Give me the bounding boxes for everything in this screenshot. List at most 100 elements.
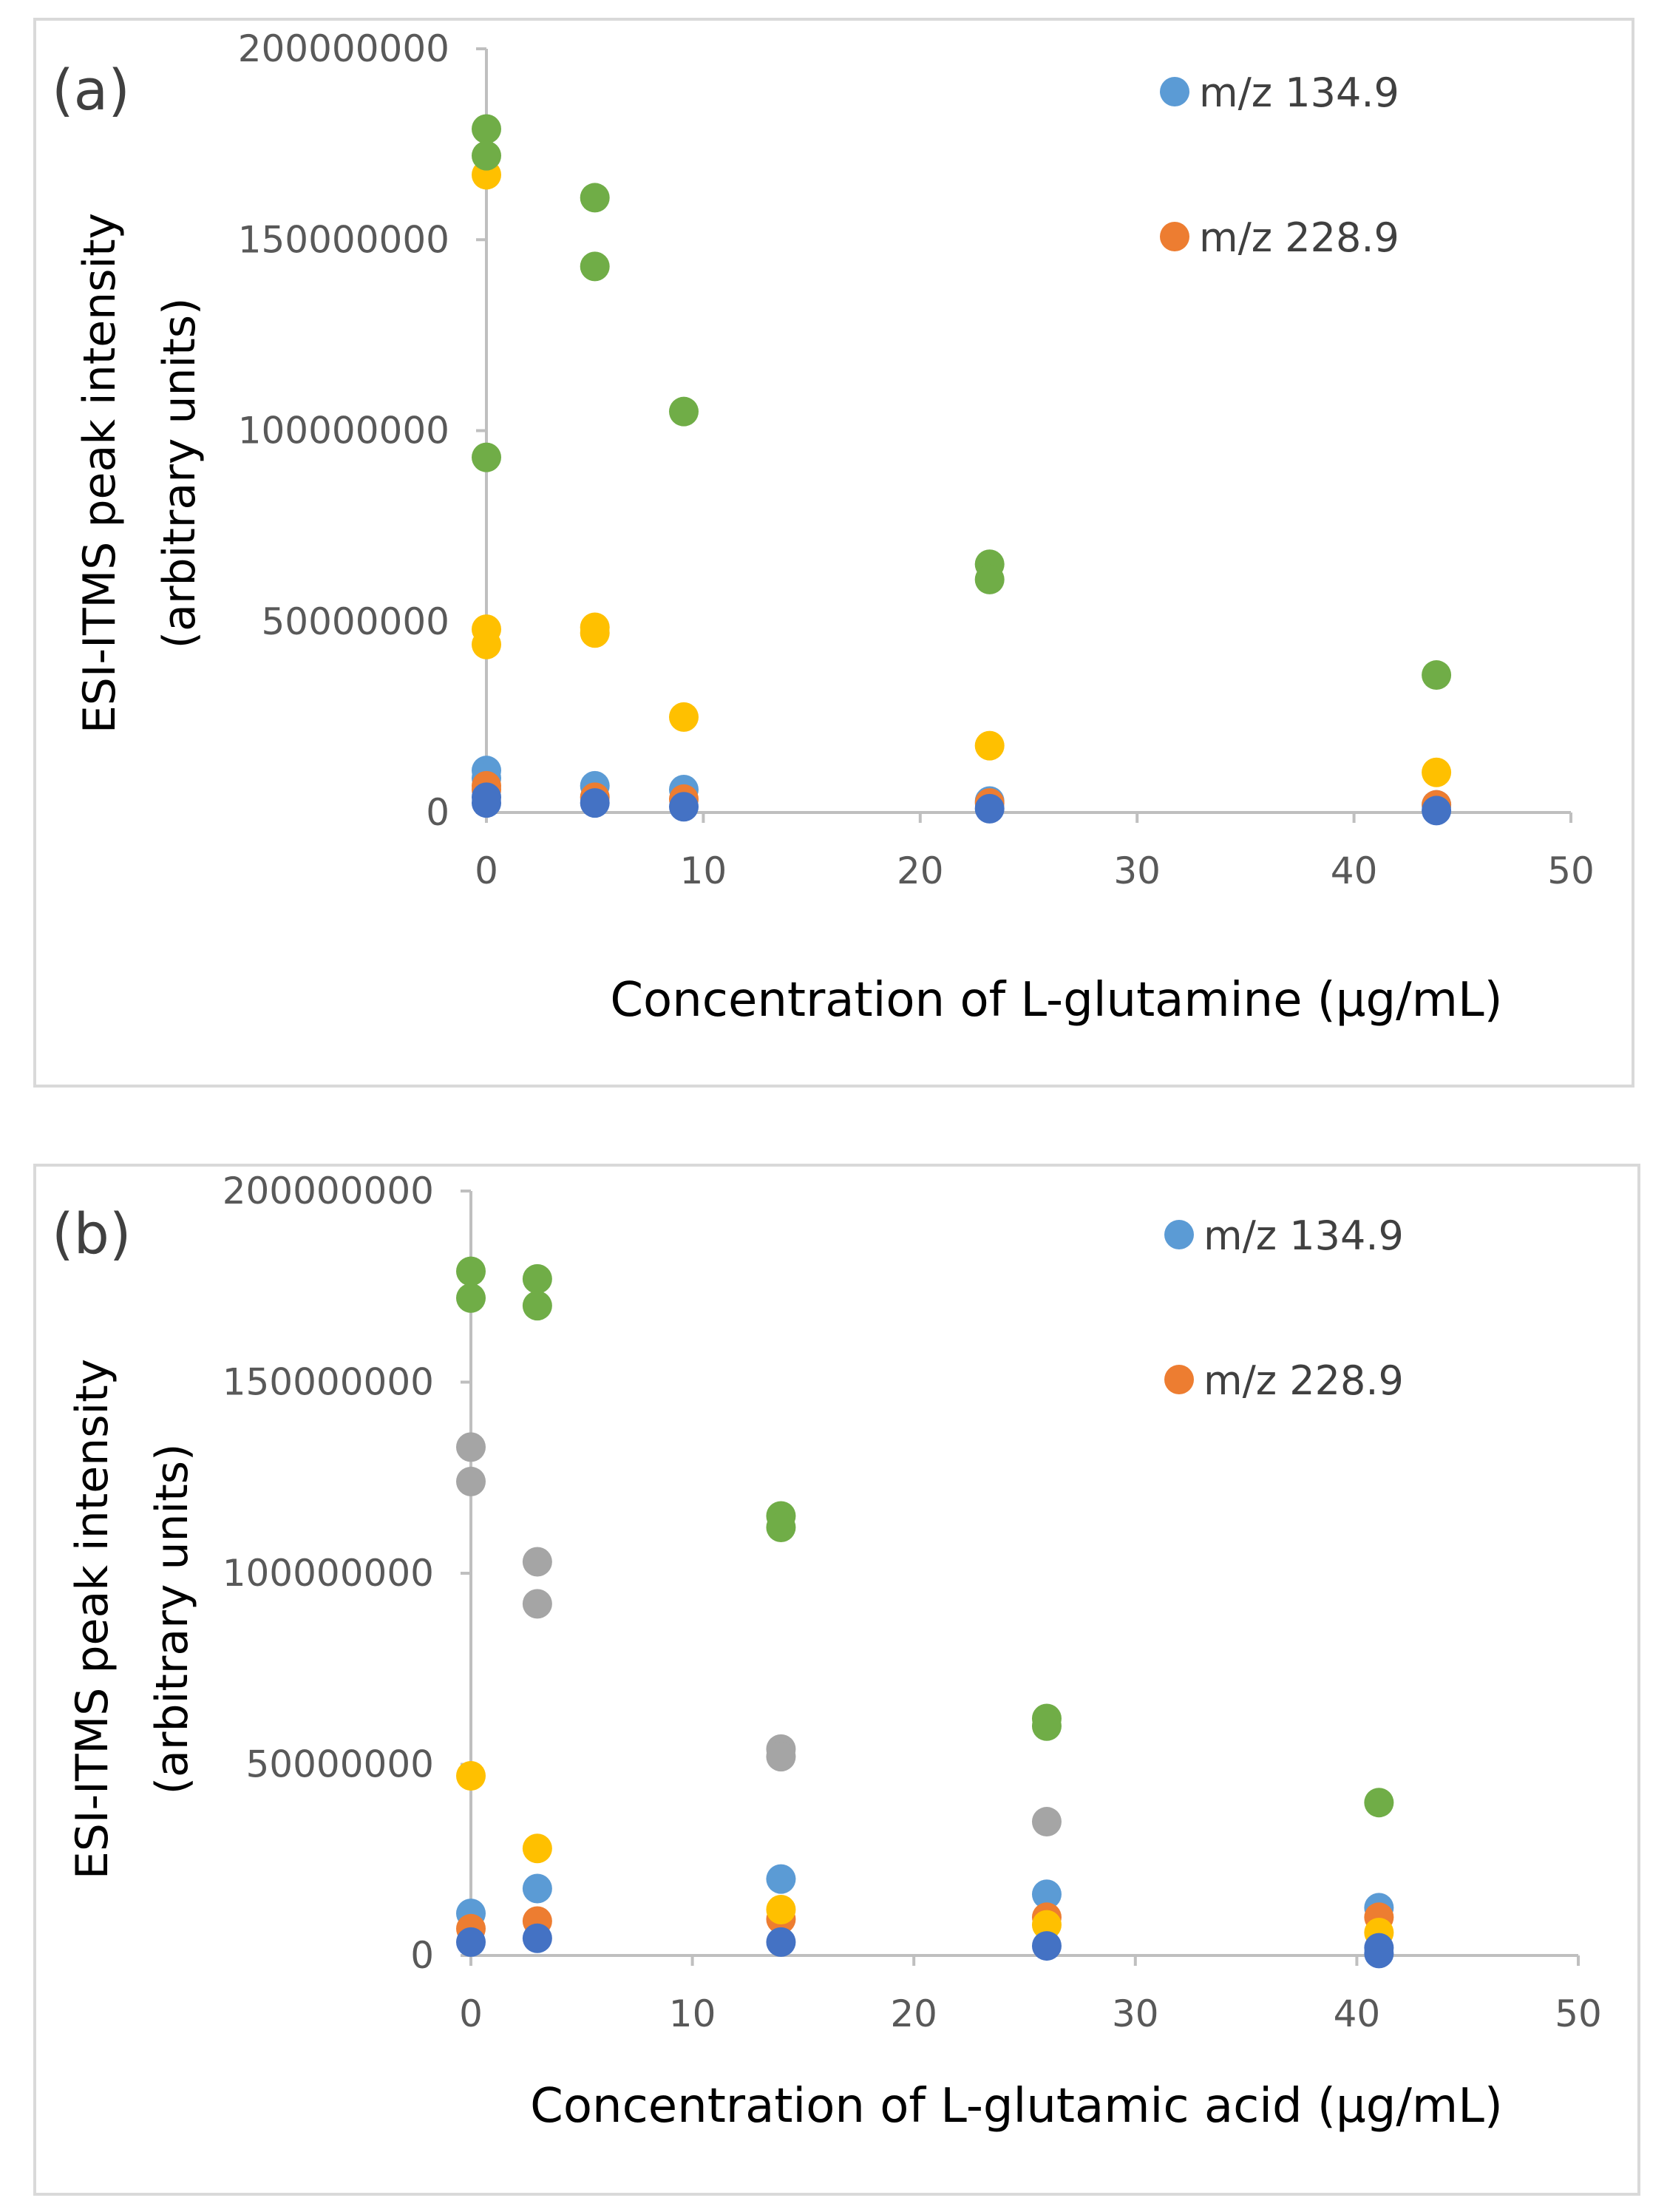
chart-b-point-blue [1364, 1938, 1394, 1969]
chart-b-point-blue [456, 1927, 486, 1957]
chart-b-y-tick-label: 200000000 [223, 1170, 434, 1212]
chart-b-point-blue [1031, 1931, 1062, 1961]
chart-b-axes [461, 1190, 1580, 1966]
chart-a-x-tick-label: 20 [897, 849, 944, 892]
chart-a-panel-label: (a) [52, 57, 130, 123]
chart-b-point-yellow [1031, 1910, 1062, 1940]
chart-b-series-green [456, 1256, 1394, 1818]
chart-a-point-blue [1422, 795, 1452, 826]
chart-a-y-tick-labels: 0 50000000 100000000 150000000 200000000 [238, 27, 449, 834]
chart-a-point-green [580, 183, 610, 213]
chart-b-series-yellow [456, 1761, 1394, 1947]
chart-b-legend: m/z 134.9 m/z 228.9 [1164, 1212, 1404, 1404]
chart-b-point-green [522, 1263, 552, 1294]
chart-a-legend-label-m228: m/z 228.9 [1199, 214, 1399, 261]
chart-a-y-tick-label: 0 [426, 791, 449, 834]
chart-a-x-axis-title: Concentration of L-glutamine (μg/mL) [610, 973, 1502, 1028]
chart-a-y-axis-title: ESI-ITMS peak intensity (arbitrary units… [74, 213, 206, 733]
chart-b-y-tick-label: 0 [410, 1934, 434, 1977]
chart-a-point-yellow [580, 618, 610, 648]
chart-a-y-title-line2: (arbitrary units) [154, 298, 206, 649]
chart-a-y-tick-label: 200000000 [238, 27, 449, 70]
chart-a-point-yellow [1422, 757, 1452, 787]
chart-a-legend-marker-m134 [1160, 77, 1189, 106]
chart-a-x-tick-label: 40 [1331, 849, 1378, 892]
chart-a-y-tick-label: 150000000 [238, 218, 449, 261]
chart-a-frame [33, 18, 1634, 1088]
chart-a-point-blue [580, 788, 610, 818]
chart-b-point-green [766, 1512, 796, 1542]
chart-a-point-green [472, 442, 501, 472]
chart-b-y-title-line1: ESI-ITMS peak intensity [67, 1359, 118, 1879]
chart-b-y-tick-labels: 0 50000000 100000000 150000000 200000000 [223, 1170, 434, 1977]
chart-b-point-green [456, 1256, 486, 1286]
chart-b-x-tick-label: 0 [459, 1992, 483, 2035]
chart-a-point-blue [472, 788, 501, 818]
chart-a-point-yellow [668, 702, 699, 732]
chart-a-y-title-line1: ESI-ITMS peak intensity [74, 213, 126, 733]
chart-a-x-tick-label: 0 [475, 849, 498, 892]
chart-a-x-tick-labels: 0 10 20 30 40 50 [475, 849, 1595, 892]
chart-b-point-yellow [456, 1761, 486, 1791]
chart-b-y-axis-title: ESI-ITMS peak intensity (arbitrary units… [67, 1359, 198, 1879]
chart-b-point-blue [522, 1923, 552, 1953]
chart-b-legend-label-m228: m/z 228.9 [1203, 1357, 1404, 1404]
chart-b-point-gray [522, 1547, 552, 1577]
chart-b-y-tick-label: 150000000 [223, 1361, 434, 1404]
chart-a: (a) ESI-ITMS peak intensity (arbitrary u… [33, 18, 1634, 1088]
chart-b-points [456, 1256, 1394, 1969]
chart-b-point-gray [766, 1742, 796, 1772]
chart-b-x-tick-label: 10 [669, 1992, 716, 2035]
chart-b-point-gray [1031, 1807, 1062, 1837]
chart-b-point-gray [522, 1589, 552, 1619]
chart-b-point-green [456, 1283, 486, 1313]
chart-a-y-tick-label: 50000000 [262, 600, 450, 643]
chart-a-point-green [1422, 660, 1452, 691]
chart-a-point-yellow [472, 629, 501, 659]
chart-a-x-tick-label: 30 [1113, 849, 1161, 892]
chart-a-y-tick-label: 100000000 [238, 410, 449, 452]
chart-b: (b) ESI-ITMS peak intensity (arbitrary u… [33, 1164, 1640, 2196]
chart-a-x-tick-label: 10 [680, 849, 727, 892]
chart-b-legend-marker-m134 [1164, 1220, 1194, 1249]
chart-b-series-gray [456, 1432, 1062, 1837]
chart-b-point-green [522, 1291, 552, 1321]
chart-a-point-green [580, 251, 610, 282]
chart-b-x-tick-label: 40 [1334, 1992, 1381, 2035]
chart-b-point-yellow [522, 1833, 552, 1864]
chart-a-series-yellow [472, 160, 1452, 787]
chart-a-legend-label-m134: m/z 134.9 [1199, 69, 1399, 116]
chart-b-x-tick-label: 20 [890, 1992, 937, 2035]
chart-b-legend-marker-m228 [1164, 1365, 1194, 1394]
chart-b-y-tick-label: 100000000 [223, 1552, 434, 1595]
chart-b-frame [33, 1164, 1640, 2196]
chart-a-point-blue [668, 792, 699, 822]
chart-a-point-green [472, 140, 501, 171]
chart-b-x-tick-label: 50 [1555, 1992, 1602, 2035]
chart-b-point-m134 [766, 1864, 796, 1894]
chart-b-x-tick-labels: 0 10 20 30 40 50 [459, 1992, 1602, 2035]
chart-b-point-gray [456, 1466, 486, 1496]
chart-b-point-green [1031, 1711, 1062, 1741]
chart-b-point-m134 [522, 1873, 552, 1904]
chart-a-point-green [472, 114, 501, 144]
chart-b-x-tick-label: 30 [1112, 1992, 1159, 2035]
chart-b-y-title-line2: (arbitrary units) [146, 1444, 198, 1795]
chart-b-legend-label-m134: m/z 134.9 [1203, 1212, 1404, 1259]
chart-b-point-blue [766, 1927, 796, 1957]
chart-a-legend-marker-m228 [1160, 222, 1189, 251]
chart-b-series-blue [456, 1923, 1394, 1969]
chart-b-point-green [1364, 1788, 1394, 1818]
chart-b-point-m134 [1031, 1879, 1062, 1910]
chart-b-panel-label: (b) [52, 1201, 132, 1266]
chart-a-x-tick-label: 50 [1547, 849, 1595, 892]
chart-a-point-yellow [974, 730, 1005, 761]
chart-a-legend: m/z 134.9 m/z 228.9 [1160, 69, 1399, 261]
chart-b-x-axis-title: Concentration of L-glutamic acid (μg/mL) [530, 2079, 1503, 2134]
chart-b-y-tick-label: 50000000 [246, 1743, 435, 1786]
chart-a-point-blue [974, 793, 1005, 824]
chart-b-point-yellow [766, 1894, 796, 1924]
chart-a-points [472, 114, 1452, 826]
chart-b-point-gray [456, 1432, 486, 1462]
